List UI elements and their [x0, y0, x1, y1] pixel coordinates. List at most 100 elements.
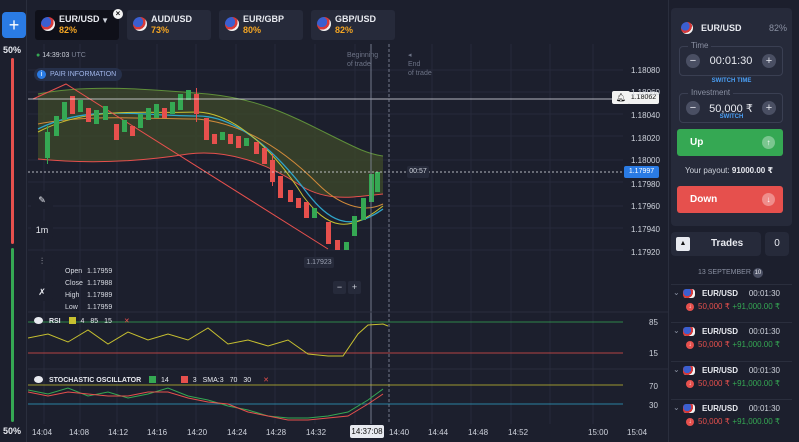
- selected-asset[interactable]: EUR/USD: [701, 23, 742, 33]
- au-flag-icon: [133, 17, 147, 31]
- arrow-down-icon: ↓: [686, 418, 694, 426]
- stoch-d-line: [28, 391, 384, 421]
- trade-price-label: 1.18062: [628, 92, 659, 104]
- info-icon: i: [37, 70, 46, 79]
- candle-countdown: 00:57: [407, 166, 429, 178]
- tab-label: AUD/USD: [151, 14, 193, 24]
- stoch-d-swatch: [180, 376, 188, 383]
- investment-decrease-button[interactable]: −: [686, 101, 700, 115]
- investment-value[interactable]: 50,000 ₹: [709, 103, 753, 115]
- time-field[interactable]: Time − 00:01:30 +: [679, 41, 783, 76]
- clock-time: 14:39:03: [42, 52, 70, 59]
- payout-summary: Your payout: 91000.00 ₹: [685, 166, 774, 175]
- y-tick: 1.17960: [631, 202, 660, 211]
- trades-title: Trades: [711, 238, 744, 249]
- collapse-icon[interactable]: ▲: [676, 237, 690, 251]
- timeframe-button[interactable]: 1m: [31, 221, 53, 239]
- current-time-marker: 14:37:08: [350, 425, 384, 438]
- time-increase-button[interactable]: +: [762, 54, 776, 68]
- x-tick: 15:04: [627, 428, 648, 437]
- chevron-down-icon: ⌄: [673, 365, 680, 374]
- zoom-out-button[interactable]: −: [333, 281, 346, 294]
- x-tick: 14:08: [69, 428, 90, 437]
- trade-row[interactable]: ⌄ EUR/USD 00:01:30 ↓ 50,000 ₹ +91,000.00…: [671, 361, 792, 395]
- y-tick: 1.18060: [631, 88, 660, 97]
- y-tick: 1.17920: [631, 248, 660, 257]
- current-price-label: 1.17997: [624, 166, 659, 178]
- investment-field-label: Investment: [688, 88, 734, 97]
- trade-row[interactable]: ⌄ EUR/USD 00:01:30 ↓ 50,000 ₹ +91,000.00…: [671, 399, 792, 433]
- investment-increase-button[interactable]: +: [762, 101, 776, 115]
- draw-tool-button[interactable]: ✎: [31, 191, 53, 209]
- trades-header[interactable]: ▲ Trades: [671, 232, 761, 256]
- tab-label: GBP/USD: [335, 14, 377, 24]
- bell-icon[interactable]: 🔔︎: [612, 91, 630, 104]
- server-clock: ● 14:39:03 UTC: [36, 52, 86, 59]
- trade-row[interactable]: ⌄ EUR/USD 00:01:30 ↓ 50,000 ₹ +91,000.00…: [671, 284, 792, 318]
- tab-payout: 82%: [335, 25, 354, 35]
- down-button-label: Down: [690, 194, 718, 205]
- close-tab-icon[interactable]: ×: [113, 9, 123, 19]
- y-tick: 1.18040: [631, 111, 660, 120]
- y-tick: 1.18020: [631, 134, 660, 143]
- moving-average-yellow: [37, 111, 384, 225]
- chevron-down-icon: ⌄: [673, 288, 680, 297]
- zoom-in-button[interactable]: +: [348, 281, 361, 294]
- y-tick: 1.18080: [631, 66, 660, 75]
- candles-icon: ⫶: [40, 256, 44, 266]
- rsi-header[interactable]: RSI 4 85 15 ✕: [34, 317, 130, 325]
- x-tick: 15:00: [588, 428, 609, 437]
- y-tick: 1.18000: [631, 156, 660, 165]
- sentiment-up-bar: [11, 248, 14, 422]
- switch-link[interactable]: SWITCH: [719, 114, 744, 120]
- x-tick: 14:04: [32, 428, 53, 437]
- sentiment-top-percent: 50%: [3, 45, 22, 55]
- eye-icon[interactable]: [34, 317, 43, 324]
- tab-eur-usd[interactable]: EUR/USD 82% ▼: [35, 10, 119, 40]
- price-chart[interactable]: [28, 44, 668, 442]
- us-flag-icon: [683, 289, 695, 298]
- tab-payout: 82%: [59, 25, 78, 35]
- switch-time-link[interactable]: SWITCH TIME: [711, 78, 752, 84]
- stoch-header[interactable]: STOCHASTIC OSCILLATOR 14 3 SMA:3 70 30 ✕: [34, 376, 269, 384]
- time-value[interactable]: 00:01:30: [709, 55, 753, 67]
- chevron-down-icon: ⌄: [673, 326, 680, 335]
- arrow-up-icon: ↑: [762, 136, 775, 149]
- us-flag-icon: [41, 17, 55, 31]
- time-decrease-button[interactable]: −: [686, 54, 700, 68]
- pair-info-label: PAIR INFORMATION: [50, 71, 117, 78]
- up-button-label: Up: [690, 137, 704, 148]
- tab-payout: 73%: [151, 25, 170, 35]
- chevron-down-icon[interactable]: ▼: [101, 16, 109, 25]
- chart-type-button[interactable]: ⫶: [31, 252, 53, 270]
- tab-eur-gbp[interactable]: EUR/GBP 80%: [219, 10, 303, 40]
- sentiment-down-bar: [11, 58, 14, 244]
- up-button[interactable]: Up ↑: [677, 129, 783, 156]
- tab-aud-usd[interactable]: AUD/USD 73%: [127, 10, 211, 40]
- trend-line: [32, 83, 329, 250]
- add-chart-button[interactable]: +: [2, 12, 26, 38]
- time-field-label: Time: [688, 41, 712, 50]
- close-icon[interactable]: ✕: [123, 318, 130, 325]
- x-tick: 14:24: [227, 428, 248, 437]
- eye-icon[interactable]: [34, 376, 43, 383]
- close-icon[interactable]: ✕: [263, 377, 269, 384]
- candlesticks: [45, 88, 380, 250]
- pair-information-button[interactable]: i PAIR INFORMATION: [34, 68, 123, 81]
- chevron-left-icon: ◂: [408, 52, 412, 59]
- us-flag-icon: [683, 404, 695, 413]
- x-tick: 14:28: [266, 428, 287, 437]
- x-tick: 14:12: [108, 428, 129, 437]
- x-tick: 14:32: [306, 428, 327, 437]
- rsi-upper-label: 85: [649, 318, 658, 327]
- down-button[interactable]: Down ↓: [677, 186, 783, 213]
- tab-gbp-usd[interactable]: GBP/USD 82%: [311, 10, 395, 40]
- investment-field[interactable]: Investment − 50,000 ₹ +: [679, 88, 783, 123]
- x-tick: 14:48: [468, 428, 489, 437]
- y-tick: 1.17980: [631, 180, 660, 189]
- begin-trade-label: Beginning of trade: [347, 52, 379, 68]
- trade-row[interactable]: ⌄ EUR/USD 00:01:30 ↓ 50,000 ₹ +91,000.00…: [671, 322, 792, 356]
- x-tick: 14:52: [508, 428, 529, 437]
- indicators-button[interactable]: ✗: [31, 283, 53, 301]
- sentiment-bottom-percent: 50%: [3, 426, 22, 436]
